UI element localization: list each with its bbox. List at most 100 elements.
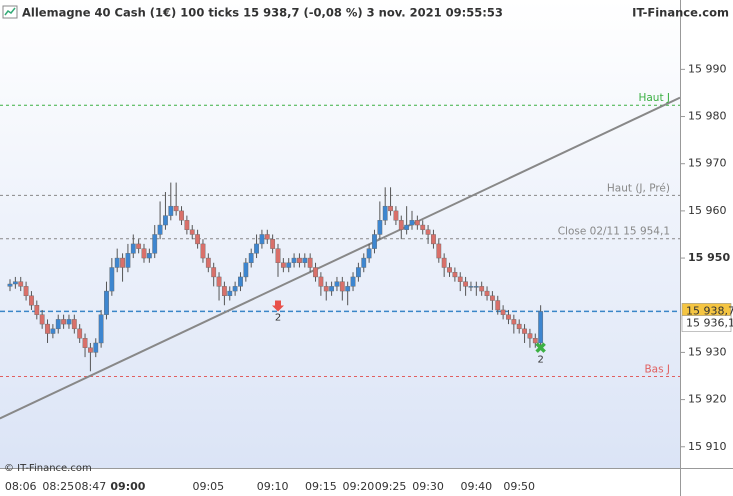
y-tick-label: 15 920 [688,393,727,406]
candle-body [82,338,88,348]
candle-body [323,286,329,292]
x-tick-label: 09:05 [192,480,224,493]
candle-body [329,286,334,292]
candle-body [195,234,200,245]
candle-body [522,328,527,334]
candle-body [221,286,227,297]
candle-body [238,276,243,287]
candle-body [248,253,254,263]
candle-body [484,290,490,297]
x-tick-label: 08:25 [42,480,74,493]
plot-area [0,0,680,468]
candle-body [350,276,356,287]
x-tick-label: 09:25 [375,480,407,493]
y-tick-label: 15 910 [688,440,727,453]
candle-body [243,262,249,278]
footer: © IT-Finance.com [4,463,92,474]
candle-body [431,234,436,245]
candle-body [388,205,393,212]
signal-marker [535,342,546,353]
candle-body [414,220,420,226]
x-tick-label: 09:20 [343,480,375,493]
brand: IT-Finance.com [632,6,729,20]
y-tick-label: 15 970 [688,157,727,170]
candle-body [409,220,415,226]
candle-body [173,205,179,212]
candle-body [516,323,522,330]
candle-body [120,257,125,268]
candle-body [227,290,233,297]
candle-body [532,338,538,344]
x-tick-label: 09:50 [503,480,535,493]
candle-body [339,281,345,292]
candle-body [404,224,410,230]
candle-body [511,319,517,325]
candle-body [377,220,383,235]
candle-body [259,234,265,245]
candle-body [318,276,324,287]
candle-body [23,286,29,297]
candle-body [393,210,399,221]
candle-body [270,238,276,249]
candle-body [211,267,217,278]
candle-body [109,267,115,292]
price-label: 15 938,7 [686,304,733,317]
candle-body [205,257,211,268]
candle-body [136,243,142,249]
candle-body [372,234,377,249]
candle-body [307,257,313,268]
candle-body [356,267,361,278]
level-label: Haut J [638,92,670,104]
candle-body [66,319,72,325]
candle-body [232,286,238,292]
x-tick-label: 08:06 [5,480,37,493]
signal-label: 2 [537,355,543,366]
candle-body [130,243,136,254]
y-tick-label: 15 980 [688,110,727,123]
x-tick-label: 08:47 [75,480,107,493]
price-label: 15 936,1 [686,317,733,330]
candle-body [398,220,404,230]
candle-body [366,248,372,259]
y-tick-label: 15 950 [688,251,730,264]
x-tick-label: 09:40 [460,480,492,493]
candle-body [425,229,431,235]
candle-body [280,262,286,268]
y-tick-label: 15 990 [688,62,727,75]
candle-body [168,205,174,216]
level-label: Close 02/11 15 954,1 [558,226,670,238]
candle-body [146,253,152,259]
level-label: Haut (J, Pré) [607,182,670,194]
y-tick-label: 15 930 [688,345,727,358]
candle-body [163,215,168,226]
trendline [0,96,680,420]
candle-body [297,257,302,263]
candle-body [495,300,501,311]
candle-body [420,224,426,230]
candle-body [18,281,24,287]
candle-body [275,248,281,263]
candle-body [93,342,99,353]
candle-body [264,234,270,240]
candle-body [87,347,93,353]
level-label: Bas J [644,363,670,375]
x-tick-label: 09:00 [110,480,145,493]
candle-body [179,210,184,221]
signal-marker [272,300,284,312]
candle-body [141,248,147,259]
candle-body [157,224,163,235]
candle-body [98,314,104,344]
chart-title: Allemagne 40 Cash (1€) 100 ticks 15 938,… [22,6,503,20]
candle-body [114,257,120,268]
x-tick-label: 09:10 [257,480,289,493]
x-tick-label: 09:30 [412,480,444,493]
candle-body [152,234,158,254]
candle-body [345,286,351,292]
y-tick-label: 15 960 [688,204,727,217]
candle-body [436,243,442,259]
candle-body [468,286,474,288]
candle-body [302,257,308,263]
candle-body [490,295,495,301]
candle-body [216,276,222,287]
